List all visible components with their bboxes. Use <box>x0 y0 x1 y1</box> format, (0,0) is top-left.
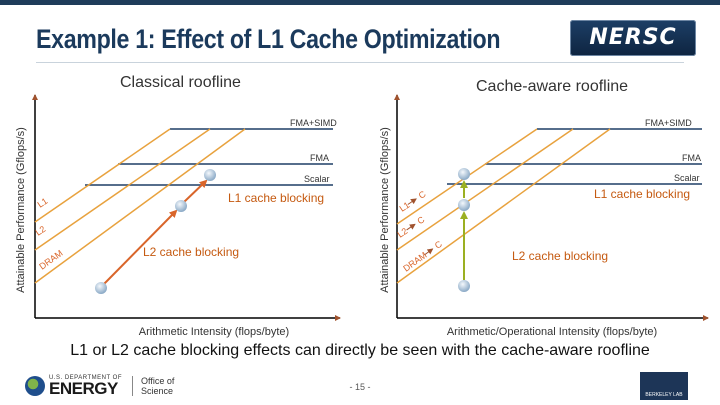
berkeley-lab-logo: BERKELEY LAB <box>640 372 688 400</box>
right-annotation-l1: L1 cache blocking <box>594 187 690 201</box>
left-label-dram: DRAM <box>37 248 64 272</box>
left-label-fma: FMA <box>310 153 329 163</box>
nersc-logo-text: NERSC <box>589 25 677 50</box>
right-point-original <box>458 280 470 292</box>
doe-small-text: U.S. DEPARTMENT OF <box>49 375 123 381</box>
right-label-fma-simd: FMA+SIMD <box>645 118 692 128</box>
left-x-axis-label: Arithmetic Intensity (flops/byte) <box>139 326 289 338</box>
left-label-l2: L2 <box>34 224 48 238</box>
right-bandwidth-dram-label: DRAM C <box>401 238 444 273</box>
right-annotation-l2: L2 cache blocking <box>512 249 608 263</box>
office-of-science: Office of Science <box>132 376 174 396</box>
page-number: - 15 - <box>349 382 371 392</box>
slide-title: Example 1: Effect of L1 Cache Optimizati… <box>36 24 501 54</box>
right-l2-suffix-arrow <box>406 223 416 231</box>
right-panel-title: Cache-aware roofline <box>476 78 629 95</box>
title-divider <box>36 62 684 63</box>
left-bandwidth-dram <box>34 128 246 284</box>
right-dram-suffix-arrow <box>424 248 434 256</box>
doe-logo: U.S. DEPARTMENT OF ENERGY Office of Scie… <box>25 374 174 398</box>
slide-caption: L1 or L2 cache blocking effects can dire… <box>70 342 650 359</box>
left-arrow-l1 <box>183 179 208 203</box>
left-point-l1-optimized <box>204 169 216 181</box>
left-label-fma-simd: FMA+SIMD <box>290 118 337 128</box>
office-line-2: Science <box>141 386 174 396</box>
left-annotation-l2: L2 cache blocking <box>143 245 239 259</box>
left-panel-title: Classical roofline <box>120 74 241 91</box>
right-bandwidth-l2-label: L2 C <box>396 214 427 240</box>
nersc-logo: NERSC <box>570 20 696 56</box>
right-label-fma: FMA <box>682 153 701 163</box>
doe-big-text: ENERGY <box>49 379 118 398</box>
left-bandwidth-l2 <box>34 128 211 251</box>
right-label-l1-suffix: C <box>417 189 428 201</box>
right-roofline: FMA+SIMD FMA Scalar L1 C L2 C DRAM C L1 … <box>379 94 709 338</box>
left-roofline: FMA+SIMD FMA Scalar L1 L2 DRAM L1 cache … <box>15 94 341 338</box>
left-label-l1: L1 <box>36 196 50 210</box>
right-label-l2-suffix: C <box>415 214 426 226</box>
doe-wordmark: U.S. DEPARTMENT OF ENERGY <box>49 375 122 397</box>
left-annotation-l1: L1 cache blocking <box>228 191 324 205</box>
left-point-l2-optimized <box>175 200 187 212</box>
right-point-l2-optimized <box>458 199 470 211</box>
right-y-axis-label: Attainable Performance (Gflops/s) <box>379 127 391 293</box>
right-label-scalar: Scalar <box>674 173 700 183</box>
left-arrow-l2 <box>102 209 178 286</box>
left-point-original <box>95 282 107 294</box>
right-bandwidth-dram <box>396 128 611 284</box>
left-label-scalar: Scalar <box>304 174 330 184</box>
doe-seal-icon <box>25 376 45 396</box>
left-bandwidth-l1 <box>34 128 171 223</box>
top-rule <box>0 0 720 5</box>
office-line-1: Office of <box>141 376 175 386</box>
right-x-axis-label: Arithmetic/Operational Intensity (flops/… <box>447 326 657 338</box>
right-label-dram-suffix: C <box>433 238 445 250</box>
left-y-axis-label: Attainable Performance (Gflops/s) <box>15 127 27 293</box>
right-label-l1: L1 <box>398 200 412 214</box>
right-label-l2: L2 <box>396 226 410 240</box>
right-bandwidth-l1-label: L1 C <box>398 189 428 214</box>
right-l1-suffix-arrow <box>407 198 417 205</box>
lab-logo-text: BERKELEY LAB <box>645 392 683 398</box>
right-point-l1-optimized <box>458 168 470 180</box>
right-bandwidth-l2 <box>396 128 574 251</box>
